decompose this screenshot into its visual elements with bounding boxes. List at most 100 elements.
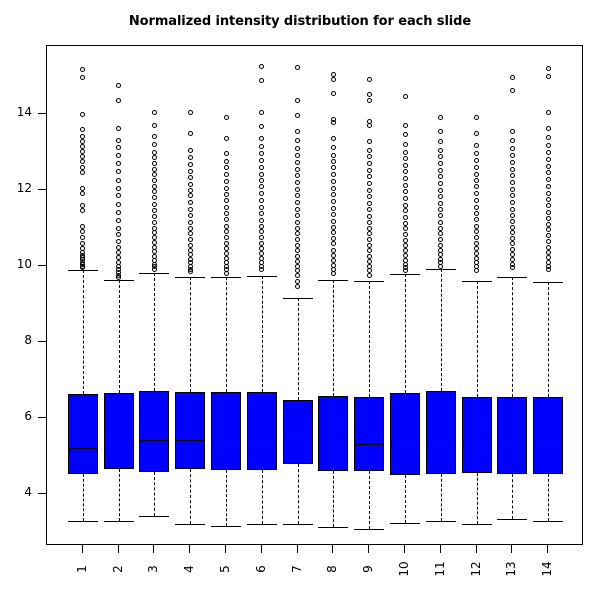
- outlier-point: [259, 229, 265, 235]
- outlier-point: [116, 201, 122, 207]
- lower-whisker: [82, 473, 84, 521]
- outlier-point: [366, 248, 372, 254]
- upper-whisker: [82, 270, 84, 395]
- y-axis-tick-label: 14: [16, 105, 32, 119]
- outlier-point: [509, 160, 515, 166]
- outlier-point: [366, 236, 372, 242]
- median-line: [67, 448, 98, 450]
- outlier-point: [295, 213, 301, 219]
- outlier-point: [80, 75, 86, 81]
- outlier-point: [116, 244, 122, 250]
- outlier-point: [116, 168, 122, 174]
- outlier-point: [259, 164, 265, 170]
- outlier-point: [151, 219, 157, 225]
- median-line: [103, 441, 134, 443]
- outlier-point: [438, 247, 444, 253]
- outlier-point: [295, 273, 301, 278]
- outlier-point: [151, 189, 157, 195]
- outlier-point: [509, 193, 515, 199]
- outlier-point: [295, 179, 301, 185]
- outlier-point: [545, 216, 551, 221]
- median-line: [175, 440, 206, 442]
- outlier-point: [259, 251, 265, 257]
- x-axis-tick-label-14: 14: [540, 561, 555, 577]
- outlier-point: [545, 267, 551, 273]
- outlier-point: [223, 136, 229, 142]
- outlier-point: [259, 78, 265, 84]
- upper-whisker-cap: [282, 298, 313, 300]
- upper-whisker-cap: [425, 269, 456, 271]
- outlier-point: [438, 263, 444, 269]
- outlier-point: [366, 98, 372, 104]
- box-3: [139, 391, 170, 472]
- outlier-point: [402, 252, 408, 258]
- outlier-point: [366, 122, 372, 128]
- outlier-point: [330, 71, 336, 77]
- upper-whisker: [297, 298, 299, 400]
- outlier-point: [80, 240, 86, 246]
- upper-whisker: [190, 276, 192, 393]
- outlier-point: [116, 217, 122, 223]
- outlier-point: [80, 143, 86, 149]
- outlier-point: [295, 186, 301, 192]
- outlier-point: [259, 123, 265, 129]
- median-line: [318, 444, 349, 446]
- outlier-point: [402, 237, 408, 243]
- upper-whisker: [440, 269, 442, 392]
- outlier-point: [509, 153, 515, 159]
- outlier-point: [330, 262, 336, 268]
- outlier-point: [187, 219, 193, 225]
- lower-whisker: [333, 471, 335, 528]
- page-title: Normalized intensity distribution for ea…: [128, 14, 472, 29]
- outlier-point: [545, 109, 551, 115]
- outlier-point: [116, 144, 122, 150]
- outlier-point: [438, 236, 444, 242]
- outlier-point: [330, 198, 336, 204]
- outlier-point: [80, 229, 86, 235]
- upper-whisker-cap: [67, 270, 98, 272]
- outlier-point: [474, 211, 480, 217]
- outlier-point: [545, 142, 551, 148]
- outlier-point: [366, 207, 372, 213]
- upper-whisker: [226, 277, 227, 393]
- outlier-point: [259, 191, 265, 197]
- lower-whisker: [440, 474, 442, 522]
- outlier-point: [474, 157, 480, 163]
- outlier-point: [366, 76, 372, 82]
- box-5: [211, 392, 241, 471]
- outlier-point: [402, 220, 408, 226]
- outlier-point: [295, 128, 301, 134]
- outlier-point: [187, 193, 193, 199]
- outlier-point: [330, 257, 336, 263]
- outlier-point: [438, 252, 444, 258]
- outlier-point: [438, 154, 444, 160]
- outlier-point: [259, 64, 265, 69]
- outlier-point: [474, 191, 480, 197]
- outlier-point: [366, 154, 372, 160]
- outlier-point: [295, 206, 301, 212]
- outlier-point: [509, 246, 515, 252]
- upper-whisker-cap: [246, 276, 277, 278]
- outlier-point: [545, 209, 551, 215]
- outlier-point: [223, 271, 229, 277]
- outlier-point: [116, 232, 122, 238]
- outlier-point: [259, 178, 265, 183]
- lower-whisker: [154, 471, 156, 517]
- outlier-point: [402, 214, 408, 220]
- outlier-point: [295, 199, 301, 205]
- outlier-point: [402, 195, 408, 201]
- outlier-point: [509, 241, 515, 247]
- lower-whisker-cap: [67, 520, 98, 522]
- outlier-point: [80, 190, 86, 196]
- outlier-point: [330, 205, 336, 211]
- outlier-point: [187, 155, 193, 161]
- upper-whisker-cap: [175, 276, 206, 278]
- outlier-point: [366, 214, 372, 220]
- outlier-point: [116, 83, 122, 88]
- lower-whisker-cap: [497, 518, 528, 520]
- outlier-point: [259, 246, 265, 252]
- outlier-point: [474, 229, 480, 235]
- lower-whisker-cap: [533, 520, 564, 522]
- outlier-point: [295, 113, 301, 119]
